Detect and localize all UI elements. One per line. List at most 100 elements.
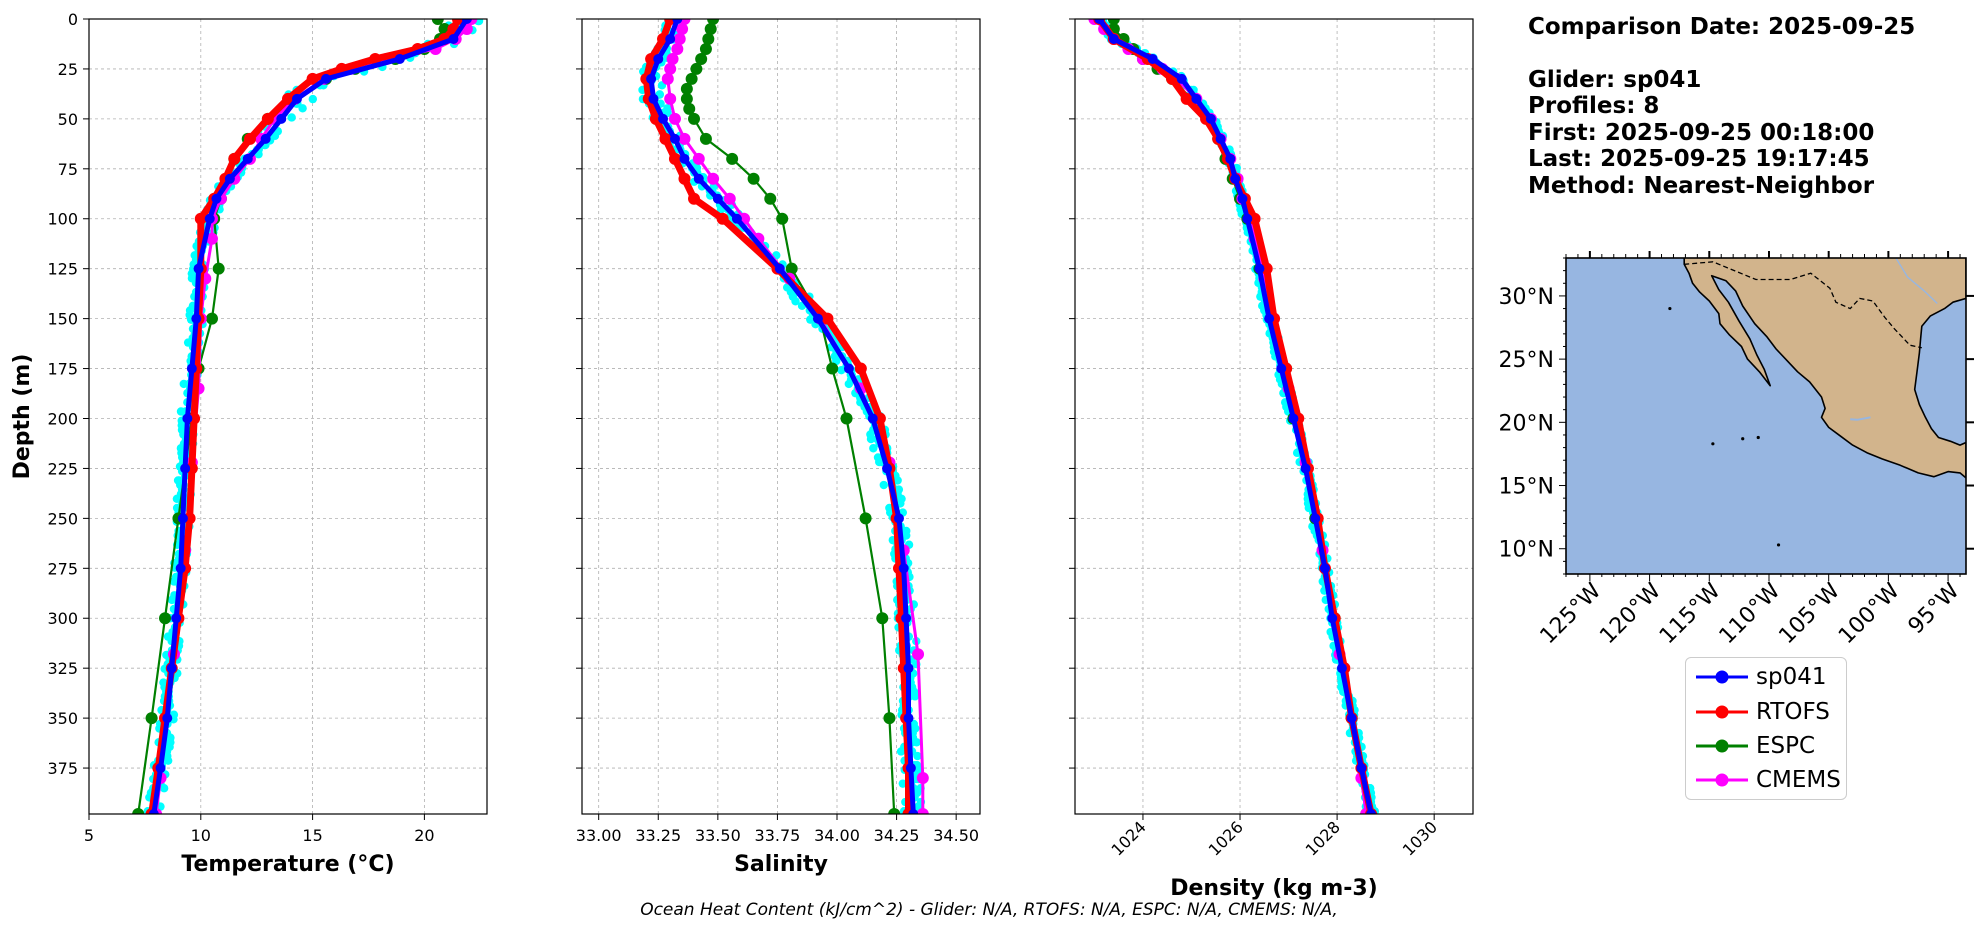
x-tick-label: 15 (302, 826, 322, 845)
y-tick-label: 100 (47, 210, 78, 229)
data-point-espc (776, 212, 789, 225)
series-line-sp041 (1097, 19, 1374, 814)
x-tick-label: 20 (414, 826, 434, 845)
data-point-rtofs (668, 152, 681, 165)
x-axis-label: Salinity (734, 852, 828, 877)
data-point-sp041 (1094, 19, 1105, 24)
data-point-rtofs (194, 212, 207, 225)
data-point-sp041 (175, 563, 186, 574)
map-lat-label: 30°N (1499, 285, 1554, 310)
data-point-rtofs (306, 72, 319, 85)
data-point-rtofs (678, 172, 691, 185)
x-tick-label: 1028 (1302, 817, 1344, 859)
legend-marker-sp041 (1696, 670, 1748, 684)
data-point-rtofs (1260, 262, 1273, 275)
island (1776, 543, 1781, 547)
plot-area (1088, 19, 1380, 814)
data-point-rtofs (688, 192, 701, 205)
legend-item-cmems: CMEMS (1686, 763, 1846, 797)
data-point-espc (212, 262, 225, 275)
data-point-sp041 (774, 263, 785, 274)
glider-profile-point (913, 751, 922, 761)
data-point-sp041 (191, 313, 202, 324)
data-point-espc (132, 808, 145, 814)
map-panel: 30°N 25°N 20°N 15°N 10°N 125°W120°W115°W110°W… (1499, 251, 1974, 649)
map-lon-label: 125°W (1536, 578, 1607, 649)
data-point-sp041 (321, 73, 332, 84)
glider-profile-point (163, 756, 173, 765)
map-lon-label: 115°W (1655, 578, 1726, 649)
data-point-sp041 (1108, 33, 1119, 44)
data-point-sp041 (653, 53, 664, 64)
y-tick-label: 50 (58, 110, 78, 129)
legend-marker-cmems (1696, 773, 1748, 787)
data-point-sp041 (1356, 763, 1367, 774)
x-tick-label: 33.00 (576, 826, 622, 845)
data-point-rtofs (228, 152, 241, 165)
data-point-cmems (205, 232, 218, 245)
data-point-sp041 (186, 363, 197, 374)
data-point-sp041 (1254, 263, 1265, 274)
data-point-espc (690, 62, 703, 75)
data-point-espc (680, 82, 693, 95)
data-point-rtofs (873, 412, 886, 425)
x-tick-label: 33.50 (695, 826, 741, 845)
legend-label-sp041: sp041 (1756, 664, 1827, 690)
data-point-sp041 (679, 153, 690, 164)
data-point-sp041 (712, 193, 723, 204)
data-point-sp041 (1242, 213, 1253, 224)
data-point-sp041 (693, 173, 704, 184)
ocean-heat-content-footer: Ocean Heat Content (kJ/cm^2) - Glider: N… (640, 900, 1338, 920)
x-tick-label: 33.25 (635, 826, 681, 845)
legend-item-rtofs: RTOFS (1686, 695, 1846, 729)
map-frame (1565, 257, 1967, 575)
map-lat-label: 25°N (1499, 348, 1554, 373)
y-tick-label: 25 (58, 60, 78, 79)
data-point-sp041 (812, 313, 823, 324)
data-point-sp041 (843, 363, 854, 374)
y-tick-label: 375 (47, 759, 78, 778)
series-espc (680, 19, 901, 814)
y-axis-label: Depth (m) (10, 354, 35, 480)
data-point-sp041 (260, 133, 271, 144)
data-point-cmems (671, 42, 684, 55)
data-point-espc (680, 92, 693, 105)
x-axis-label: Temperature (°C) (181, 852, 394, 877)
data-point-sp041 (882, 463, 893, 474)
data-point-espc (205, 312, 218, 325)
data-point-sp041 (1230, 173, 1241, 184)
data-point-rtofs (1180, 92, 1193, 105)
map-lat-label: 15°N (1499, 475, 1554, 500)
data-point-espc (726, 152, 739, 165)
comparison-info: Comparison Date: 2025-09-25 Glider: sp04… (1528, 14, 1915, 199)
data-point-sp041 (898, 563, 909, 574)
y-tick-label: 175 (47, 360, 78, 379)
y-tick-label: 0 (68, 10, 78, 29)
data-point-cmems (916, 772, 929, 785)
map-content (1668, 258, 1966, 547)
y-tick-label: 125 (47, 260, 78, 279)
data-point-sp041 (1327, 613, 1338, 624)
glider-profile-point (179, 379, 188, 389)
data-point-sp041 (162, 713, 173, 724)
land-mass (1683, 258, 1966, 479)
data-point-espc (876, 612, 889, 625)
y-tick-label: 250 (47, 509, 78, 528)
data-point-rtofs (1248, 212, 1261, 225)
data-point-sp041 (155, 763, 166, 774)
legend-marker-espc (1696, 739, 1748, 753)
island (1741, 437, 1745, 441)
glider-profile-point (866, 434, 876, 444)
data-point-sp041 (171, 613, 182, 624)
country-border (1684, 261, 1922, 349)
data-point-sp041 (193, 263, 204, 274)
x-tick-label: 10 (191, 826, 211, 845)
data-point-rtofs (243, 132, 256, 145)
data-point-sp041 (1300, 463, 1311, 474)
island (1756, 435, 1760, 440)
map-lon-label: 110°W (1715, 578, 1786, 649)
y-tick-label: 75 (58, 160, 78, 179)
glider-profile-point (287, 113, 296, 122)
map-lon-label: 95°W (1904, 578, 1965, 639)
